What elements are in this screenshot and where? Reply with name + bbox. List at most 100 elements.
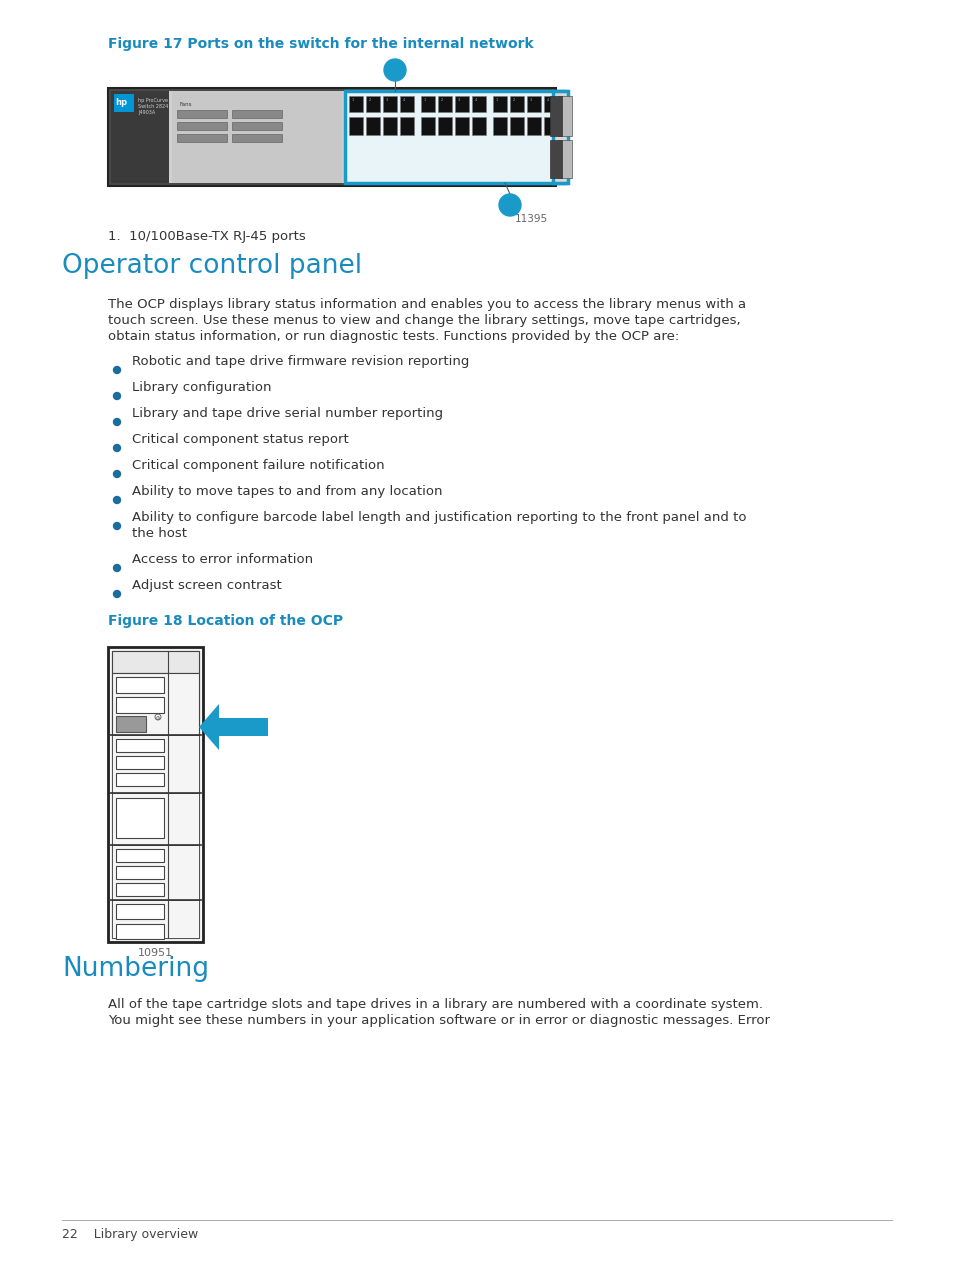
Polygon shape: [199, 704, 268, 750]
Bar: [399, 117, 414, 135]
Bar: [543, 97, 558, 112]
Circle shape: [113, 591, 120, 597]
Text: Robotic and tape drive firmware revision reporting: Robotic and tape drive firmware revision…: [132, 355, 469, 369]
Bar: [550, 97, 561, 136]
Text: Ability to configure barcode label length and justification reporting to the fro: Ability to configure barcode label lengt…: [132, 511, 745, 524]
Bar: [116, 773, 164, 785]
Circle shape: [113, 470, 120, 478]
Bar: [116, 866, 164, 880]
Bar: [111, 92, 553, 183]
Bar: [108, 88, 556, 186]
Bar: [510, 117, 523, 135]
Text: Library configuration: Library configuration: [132, 381, 272, 394]
Text: 22    Library overview: 22 Library overview: [62, 1228, 198, 1240]
Bar: [177, 133, 227, 142]
Bar: [493, 97, 506, 112]
Text: 2: 2: [513, 98, 515, 102]
Bar: [112, 674, 199, 735]
Bar: [382, 97, 396, 112]
Bar: [510, 97, 523, 112]
Bar: [349, 97, 363, 112]
Text: 1: 1: [391, 69, 398, 79]
Text: 4: 4: [475, 98, 476, 102]
Text: Fans: Fans: [180, 102, 193, 107]
Bar: [349, 117, 363, 135]
Bar: [112, 651, 199, 674]
Text: 3: 3: [530, 98, 532, 102]
Bar: [366, 117, 379, 135]
Bar: [112, 735, 199, 793]
Circle shape: [113, 497, 120, 503]
Bar: [455, 117, 469, 135]
Bar: [232, 122, 282, 130]
Circle shape: [498, 194, 520, 216]
Bar: [553, 92, 567, 183]
Text: 4: 4: [402, 98, 405, 102]
Text: Access to error information: Access to error information: [132, 553, 313, 566]
Circle shape: [384, 58, 406, 81]
Circle shape: [113, 393, 120, 399]
Circle shape: [113, 366, 120, 374]
Bar: [420, 117, 435, 135]
Text: touch screen. Use these menus to view and change the library settings, move tape: touch screen. Use these menus to view an…: [108, 314, 740, 327]
Bar: [558, 97, 572, 136]
Bar: [232, 133, 282, 142]
Bar: [493, 117, 506, 135]
Bar: [382, 117, 396, 135]
Text: J4903A: J4903A: [138, 111, 155, 114]
Bar: [526, 117, 540, 135]
Bar: [116, 798, 164, 838]
Text: Ability to move tapes to and from any location: Ability to move tapes to and from any lo…: [132, 486, 442, 498]
Bar: [112, 845, 199, 900]
Bar: [550, 140, 561, 178]
Bar: [472, 117, 485, 135]
Bar: [116, 677, 164, 693]
Bar: [177, 111, 227, 118]
Bar: [111, 92, 169, 183]
Text: Figure 17 Ports on the switch for the internal network: Figure 17 Ports on the switch for the in…: [108, 37, 533, 51]
Circle shape: [113, 445, 120, 451]
Text: Adjust screen contrast: Adjust screen contrast: [132, 580, 281, 592]
Text: Switch 2824: Switch 2824: [138, 104, 168, 109]
Bar: [455, 97, 469, 112]
Bar: [116, 697, 164, 713]
Bar: [177, 122, 227, 130]
Circle shape: [113, 522, 120, 530]
Bar: [116, 738, 164, 752]
Circle shape: [113, 564, 120, 572]
Bar: [232, 111, 282, 118]
Text: The OCP displays library status information and enables you to access the librar: The OCP displays library status informat…: [108, 297, 745, 311]
Bar: [108, 647, 203, 942]
Text: 3: 3: [386, 98, 388, 102]
Bar: [116, 883, 164, 896]
Text: 2: 2: [506, 205, 514, 214]
Bar: [112, 651, 199, 938]
Text: 1: 1: [352, 98, 354, 102]
Bar: [113, 94, 133, 112]
Text: 3: 3: [457, 98, 459, 102]
Text: Numbering: Numbering: [62, 956, 209, 982]
Text: hp ProCurve: hp ProCurve: [138, 98, 168, 103]
Text: the host: the host: [132, 527, 187, 540]
Text: All of the tape cartridge slots and tape drives in a library are numbered with a: All of the tape cartridge slots and tape…: [108, 998, 762, 1010]
Bar: [420, 97, 435, 112]
Bar: [437, 97, 452, 112]
Bar: [472, 97, 485, 112]
Bar: [116, 924, 164, 939]
Text: obtain status information, or run diagnostic tests. Functions provided by the OC: obtain status information, or run diagno…: [108, 330, 679, 343]
Text: 1: 1: [496, 98, 497, 102]
Text: Critical component failure notification: Critical component failure notification: [132, 459, 384, 472]
Text: 2: 2: [440, 98, 443, 102]
Bar: [543, 117, 558, 135]
Text: 1: 1: [423, 98, 426, 102]
Bar: [558, 140, 572, 178]
Text: Library and tape drive serial number reporting: Library and tape drive serial number rep…: [132, 407, 442, 419]
Bar: [399, 97, 414, 112]
Bar: [116, 716, 146, 732]
Text: 1.  10/100Base-TX RJ-45 ports: 1. 10/100Base-TX RJ-45 ports: [108, 230, 305, 243]
Bar: [366, 97, 379, 112]
Text: 2: 2: [369, 98, 371, 102]
Text: Critical component status report: Critical component status report: [132, 433, 349, 446]
Text: 10951: 10951: [137, 948, 172, 958]
Bar: [345, 92, 564, 183]
